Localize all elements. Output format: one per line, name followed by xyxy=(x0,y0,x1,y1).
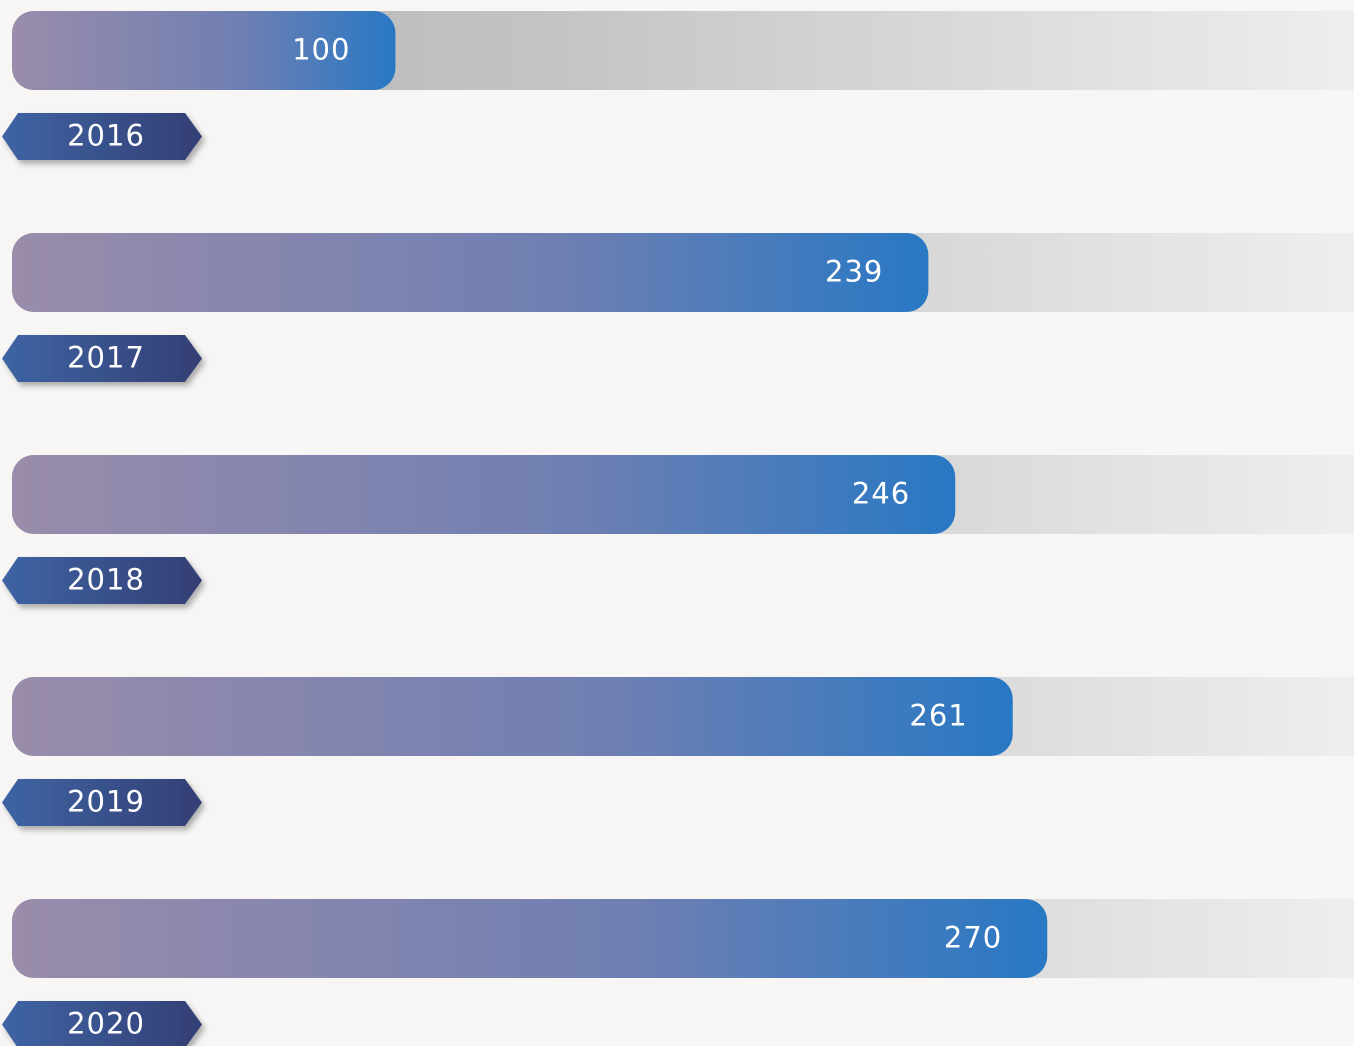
year-tag xyxy=(2,557,202,604)
value-label: 100 xyxy=(292,33,350,67)
bar xyxy=(12,899,1048,978)
value-label: 261 xyxy=(909,699,967,733)
value-label: 246 xyxy=(852,477,910,511)
bar xyxy=(12,455,956,534)
year-tag xyxy=(2,113,202,160)
year-tag xyxy=(2,779,202,826)
value-label: 270 xyxy=(944,921,1002,955)
value-label: 239 xyxy=(825,255,883,289)
year-tag xyxy=(2,1001,202,1046)
category-label: 2018 xyxy=(67,563,145,597)
year-tag xyxy=(2,335,202,382)
category-label: 2019 xyxy=(67,785,145,819)
category-label: 2020 xyxy=(67,1007,145,1041)
bar xyxy=(12,233,929,312)
bar xyxy=(12,677,1013,756)
category-label: 2017 xyxy=(67,341,145,375)
bar xyxy=(12,11,396,90)
category-label: 2016 xyxy=(67,119,145,153)
